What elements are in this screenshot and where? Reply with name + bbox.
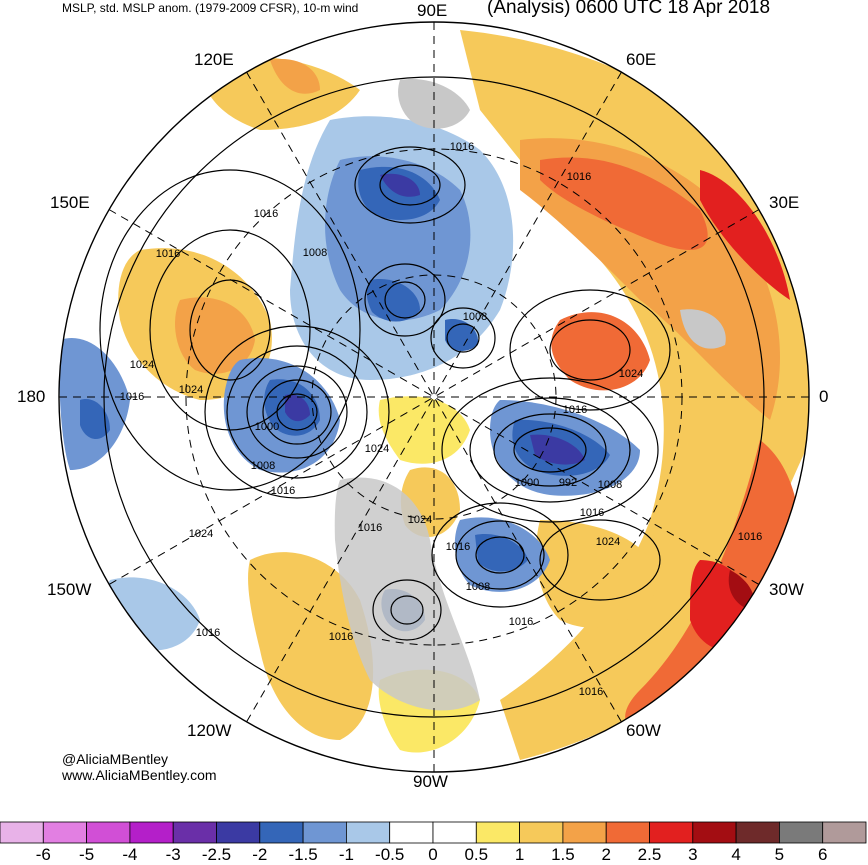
lon-label-120w: 120W — [187, 721, 232, 740]
isobar-label: 1016 — [120, 391, 144, 403]
colorbar-swatch — [259, 821, 304, 844]
lon-label-60w: 60W — [626, 721, 661, 740]
isobar-label: 1024 — [619, 368, 643, 380]
isobar-labels: 1016 1016 1016 1008 1008 1024 1024 1016 … — [120, 141, 762, 698]
colorbar-swatch — [692, 821, 737, 844]
lon-label-90e: 90E — [417, 1, 448, 20]
lon-label-0: 0 — [819, 387, 829, 406]
isobar-label: 1016 — [196, 627, 220, 639]
isobar-label: 1016 — [567, 171, 591, 183]
isobar-label: 1024 — [365, 443, 389, 455]
isobar-label: 1008 — [598, 479, 622, 491]
colorbar-tick-label: -1 — [338, 845, 354, 864]
colorbar-swatch — [302, 821, 347, 844]
colorbar-swatch — [216, 821, 261, 844]
credit-website: www.AliciaMBentley.com — [62, 767, 217, 783]
colorbar-tick-label: 0 — [428, 845, 438, 864]
anomaly-shading — [59, 22, 809, 772]
colorbar-swatch — [822, 821, 867, 844]
isobar-label: 1016 — [358, 522, 382, 534]
isobar-label: 1016 — [509, 616, 533, 628]
colorbar-tick-label: -1.5 — [288, 845, 318, 864]
colorbar-tick-label: -2.5 — [201, 845, 232, 864]
colorbar — [0, 821, 867, 844]
isobar-label: 1008 — [463, 311, 487, 323]
lon-label-180: 180 — [17, 387, 46, 406]
isobar-label: 1008 — [251, 460, 275, 472]
isobar-label: 1016 — [738, 531, 762, 543]
colorbar-tick-label: 0.5 — [464, 845, 489, 864]
isobar-label: 992 — [559, 477, 577, 489]
colorbar-swatch — [475, 821, 520, 844]
lon-label-90w: 90W — [413, 772, 448, 791]
colorbar-swatch — [0, 821, 44, 844]
isobar-label: 1024 — [130, 359, 154, 371]
credit-twitter: @AliciaMBentley — [62, 751, 169, 767]
colorbar-swatch — [562, 821, 607, 844]
colorbar-tick-label: 2.5 — [637, 845, 662, 864]
isobar-label: 1016 — [579, 686, 603, 698]
colorbar-tick-label: -2 — [252, 845, 268, 864]
colorbar-swatch — [86, 821, 131, 844]
isobar-label: 1016 — [329, 631, 353, 643]
isobar-label: 1016 — [450, 141, 474, 153]
lon-label-30e: 30E — [769, 193, 800, 212]
colorbar-swatch — [42, 821, 87, 844]
isobar-label: 1008 — [303, 247, 327, 259]
map-title-left: MSLP, std. MSLP anom. (1979-2009 CFSR), … — [62, 1, 359, 15]
colorbar-tick-label: -3 — [165, 845, 181, 864]
colorbar-tick-label: -5 — [79, 845, 95, 864]
colorbar-tick-label: 6 — [817, 845, 828, 864]
colorbar-swatch — [519, 821, 564, 844]
colorbar-swatch — [735, 821, 780, 844]
colorbar-swatch — [779, 821, 824, 844]
colorbar-swatch — [432, 821, 477, 844]
isobar-label: 1016 — [580, 507, 604, 519]
isobar-label: 1008 — [466, 581, 490, 593]
colorbar-tick-label: 3 — [688, 845, 698, 864]
isobar-label: 1024 — [179, 384, 203, 396]
colorbar-tick-label: -0.5 — [375, 845, 405, 864]
colorbar-tick-label: -4 — [122, 845, 138, 864]
colorbar-tick-label: -6 — [35, 845, 51, 864]
isobar-label: 1024 — [189, 528, 213, 540]
isobar-label: 1016 — [254, 208, 278, 220]
colorbar-swatch — [172, 821, 217, 844]
lon-label-150e: 150E — [50, 193, 90, 212]
lon-label-60e: 60E — [626, 50, 657, 69]
colorbar-swatch — [389, 821, 434, 844]
lon-label-30w: 30W — [769, 580, 804, 599]
colorbar-tick-label: 1.5 — [551, 845, 575, 864]
colorbar-swatch — [129, 821, 174, 844]
isobar-label: 1016 — [446, 541, 470, 553]
map-boundary — [58, 21, 810, 773]
colorbar-tick-label: 1 — [514, 845, 525, 864]
isobar-label: 1016 — [563, 404, 587, 416]
colorbar-tick-label: 2 — [601, 845, 611, 864]
colorbar-swatch — [649, 821, 694, 844]
map-title-right: (Analysis) 0600 UTC 18 Apr 2018 — [487, 0, 771, 18]
isobar-label: 1016 — [271, 485, 295, 497]
isobar-label: 1000 — [255, 421, 279, 433]
colorbar-tick-label: 5 — [774, 845, 785, 864]
lon-label-150w: 150W — [47, 580, 92, 599]
colorbar-swatch — [605, 821, 650, 844]
lon-label-120e: 120E — [194, 50, 234, 69]
isobar-label: 1024 — [596, 536, 620, 548]
colorbar-tick-label: 4 — [731, 845, 741, 864]
isobar-label: 1000 — [515, 477, 539, 489]
colorbar-swatch — [345, 821, 391, 844]
isobar-label: 1016 — [156, 248, 180, 260]
graticule — [59, 22, 809, 772]
isobar-label: 1024 — [408, 514, 432, 526]
